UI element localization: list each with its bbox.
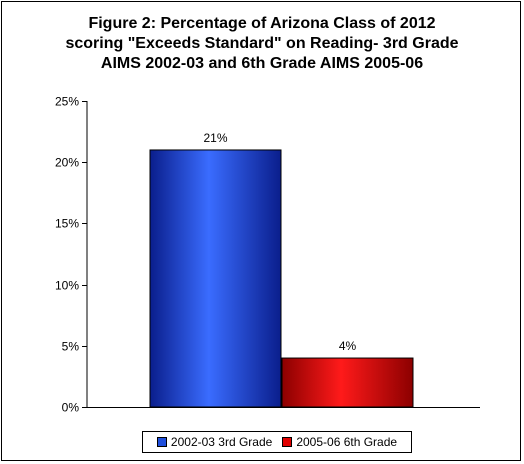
- y-tick-label: 15%: [55, 217, 79, 231]
- legend-label-series-1: 2002-03 3rd Grade: [170, 435, 273, 449]
- legend-swatch-series-2: [282, 437, 293, 447]
- bar-data-label-1: 21%: [203, 131, 227, 145]
- y-tick-label: 20%: [55, 156, 79, 170]
- bar-series-1: [149, 149, 282, 408]
- y-tick-label: 5%: [62, 340, 80, 354]
- legend-item-series-2: 2005-06 6th Grade: [282, 435, 397, 449]
- legend-item-series-1: 2002-03 3rd Grade: [156, 435, 273, 449]
- legend-swatch-series-1: [156, 437, 167, 447]
- chart-title-line-1: Figure 2: Percentage of Arizona Class of…: [88, 15, 436, 32]
- legend-label-series-2: 2005-06 6th Grade: [296, 435, 398, 449]
- y-tick-label: 10%: [55, 279, 79, 293]
- y-tick-label: 25%: [55, 95, 79, 109]
- bar-series-2: [281, 357, 414, 408]
- chart-title-line-3: AIMS 2002-03 and 6th Grade AIMS 2005-06: [100, 55, 424, 72]
- bar-data-label-2: 4%: [339, 339, 357, 353]
- y-tick-label: 0%: [62, 401, 80, 415]
- chart-title: Figure 2: Percentage of Arizona Class of…: [0, 14, 524, 74]
- chart-title-line-2: scoring "Exceeds Standard" on Reading- 3…: [65, 35, 459, 52]
- chart-legend: 2002-03 3rd Grade 2005-06 6th Grade: [142, 431, 412, 453]
